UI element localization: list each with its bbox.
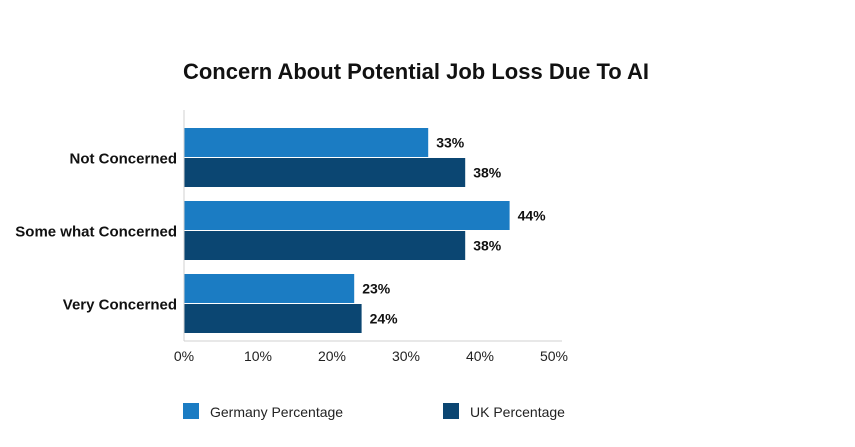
- category-label: Not Concerned: [69, 151, 177, 168]
- plot-area: 33% 38% Not Concerned 44% 38% Some what Conce…: [15, 110, 568, 364]
- legend: Germany Percentage UK Percentage: [183, 403, 565, 420]
- bar-germany-0: [184, 128, 429, 157]
- x-tick-label: 10%: [244, 348, 272, 364]
- bar-germany-2: [184, 274, 355, 303]
- data-label: 38%: [473, 165, 502, 181]
- x-tick-label: 50%: [540, 348, 568, 364]
- bar-uk-1: [184, 231, 466, 260]
- legend-swatch-germany: [183, 403, 199, 419]
- data-label: 23%: [362, 281, 391, 297]
- x-tick-label: 30%: [392, 348, 420, 364]
- category-label: Some what Concerned: [15, 224, 177, 241]
- bar-germany-1: [184, 201, 510, 230]
- x-tick-label: 40%: [466, 348, 494, 364]
- chart-title: Concern About Potential Job Loss Due To …: [183, 59, 649, 84]
- legend-swatch-uk: [443, 403, 459, 419]
- data-label: 38%: [473, 238, 502, 254]
- data-label: 44%: [518, 208, 547, 224]
- x-tick-label: 0%: [174, 348, 194, 364]
- bar-uk-0: [184, 158, 466, 187]
- legend-label-uk: UK Percentage: [470, 404, 565, 420]
- legend-label-germany: Germany Percentage: [210, 404, 343, 420]
- x-tick-label: 20%: [318, 348, 346, 364]
- data-label: 24%: [370, 311, 399, 327]
- data-label: 33%: [436, 135, 465, 151]
- bar-uk-2: [184, 304, 362, 333]
- category-label: Very Concerned: [63, 297, 177, 314]
